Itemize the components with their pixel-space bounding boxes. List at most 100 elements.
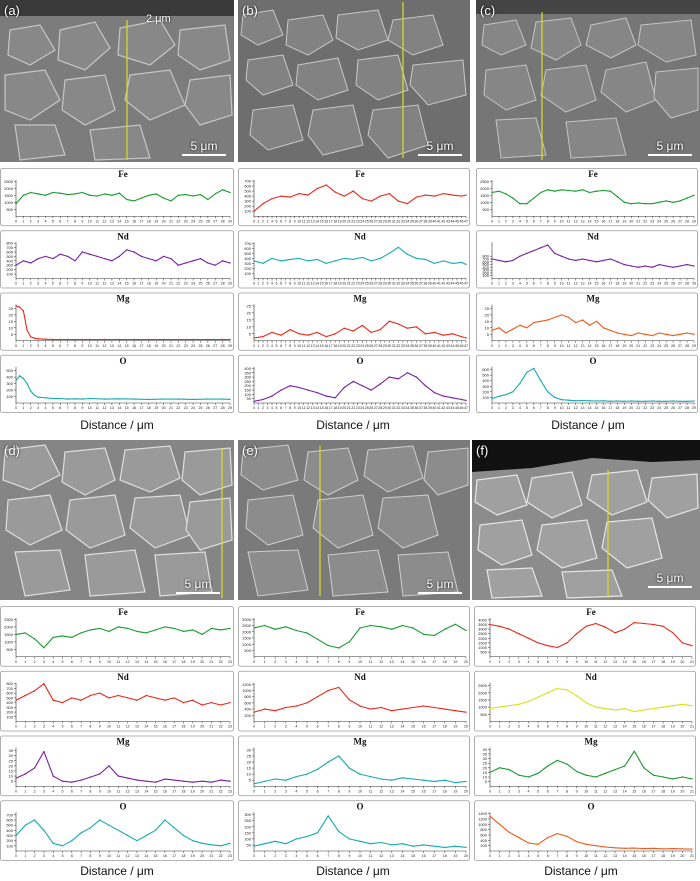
data-point [103,193,106,195]
x-tick-label: 0 [491,219,493,223]
subplot-frame [0,230,234,289]
subplot-frame [238,800,470,861]
y-tick-label: 2500 [4,617,14,622]
x-tick-label: 19 [671,660,675,664]
y-tick-label: 200 [244,383,251,388]
x-tick-label: 12 [379,789,383,793]
y-tick-label: 100 [244,392,251,397]
subplot-frame [474,800,696,861]
data-point [44,194,47,196]
x-tick-label: 3 [512,344,514,348]
x-tick-label: 4 [52,660,54,664]
data-point [624,707,626,710]
data-point [460,195,463,197]
data-point [307,194,309,196]
y-tick-label: 100 [244,271,251,276]
x-tick-label: 46 [459,344,463,348]
x-tick-label: 35 [410,219,414,223]
x-tick-label: 2 [262,219,264,223]
x-tick-label: 17 [139,406,143,410]
data-point [67,398,69,400]
data-point [595,190,598,192]
data-point [30,336,32,338]
y-tick-label: 10 [483,775,488,780]
x-tick-label: 26 [206,219,210,223]
x-tick-label: 6 [533,282,535,286]
y-tick-label: 100 [6,843,13,848]
x-tick-label: 20 [629,406,633,410]
x-tick-label: 11 [302,282,306,286]
x-tick-label: 15 [411,660,415,664]
x-tick-label: 20 [680,725,684,729]
y-tick-label: 250 [244,379,251,384]
x-tick-label: 33 [401,344,405,348]
data-point [361,197,363,200]
x-tick-label: 6 [280,406,282,410]
x-tick-label: 6 [317,789,319,793]
x-tick-label: 8 [547,406,549,410]
data-point [575,840,578,843]
data-point [334,333,336,335]
data-point [422,705,425,707]
y-tick-label: 150 [244,830,251,835]
data-point [554,252,556,255]
x-tick-label: 8 [74,344,76,348]
x-tick-label: 12 [379,725,383,729]
element-label: Fe [586,607,596,617]
x-tick-label: 1 [22,406,24,410]
x-tick-label: 4 [52,854,54,858]
x-tick-label: 10 [107,725,111,729]
y-tick-label: 1200 [478,816,488,821]
x-tick-label: 14 [400,854,404,858]
data-point [412,627,414,629]
y-tick-label: 20 [247,310,252,315]
data-point [253,711,255,713]
x-tick-label: 23 [356,282,360,286]
x-tick-label: 19 [154,406,158,410]
x-tick-label: 14 [623,660,627,664]
data-point [567,258,570,260]
y-tick-label: 10 [9,774,14,779]
data-point [556,687,558,690]
x-tick-label: 8 [547,219,549,223]
x-tick-label: 5 [62,660,64,664]
x-tick-label: 16 [422,789,426,793]
x-tick-label: 15 [125,282,129,286]
data-point [30,262,32,264]
y-tick-label: 2000 [478,636,488,641]
data-point [433,262,436,265]
x-tick-label: 13 [135,725,139,729]
x-tick-label: 10 [297,344,301,348]
x-tick-label: 26 [369,344,373,348]
data-point [633,710,635,713]
x-tick-label: 39 [428,282,432,286]
x-tick-label: 25 [365,344,369,348]
x-tick-label: 38 [423,219,427,223]
x-tick-label: 20 [464,854,468,858]
data-point [271,331,273,334]
x-tick-label: 19 [154,219,158,223]
x-tick-label: 17 [329,282,333,286]
x-tick-label: 15 [125,344,129,348]
x-tick-label: 19 [453,660,457,664]
data-point [352,258,354,261]
y-tick-label: 40 [483,747,488,752]
x-tick-label: 15 [154,660,158,664]
data-point [52,842,54,844]
data-point [192,338,194,341]
data-point [662,776,664,778]
x-tick-label: 17 [608,406,612,410]
data-point [537,772,539,774]
x-tick-label: 1 [22,219,24,223]
x-tick-label: 18 [333,406,337,410]
x-tick-label: 20 [162,406,166,410]
x-tick-label: 8 [74,219,76,223]
y-tick-label: 600 [6,249,13,254]
data-point [207,398,209,400]
data-point [380,841,382,844]
x-tick-label: 29 [383,282,387,286]
